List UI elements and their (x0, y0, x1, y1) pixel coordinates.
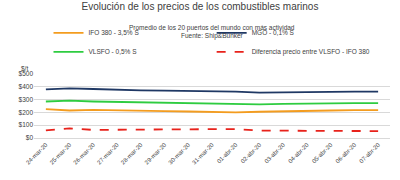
svg-text:$400: $400 (19, 83, 34, 90)
svg-text:VLSFO - 0,5% S: VLSFO - 0,5% S (89, 48, 138, 55)
svg-text:MGO - 0,1% S: MGO - 0,1% S (252, 29, 295, 36)
svg-text:Diferencia precio entre VLSFO: Diferencia precio entre VLSFO - IFO 380 (252, 48, 370, 56)
svg-text:31-mar-20: 31-mar-20 (191, 141, 215, 165)
svg-text:28-mar-20: 28-mar-20 (120, 141, 144, 165)
svg-text:05-abr-20: 05-abr-20 (311, 141, 334, 164)
svg-text:07-abr-20: 07-abr-20 (358, 141, 381, 164)
svg-text:30-mar-20: 30-mar-20 (167, 141, 191, 165)
svg-text:$200: $200 (19, 109, 34, 116)
svg-text:04-abr-20: 04-abr-20 (287, 141, 310, 164)
svg-text:06-abr-20: 06-abr-20 (335, 141, 358, 164)
svg-text:$/t: $/t (21, 65, 28, 72)
svg-text:29-mar-20: 29-mar-20 (144, 141, 168, 165)
svg-text:$100: $100 (19, 121, 34, 128)
svg-text:Evolución de los precios de lo: Evolución de los precios de los combusti… (82, 1, 319, 12)
svg-text:25-mar-20: 25-mar-20 (49, 141, 73, 165)
svg-text:$0: $0 (26, 134, 34, 141)
svg-text:01-abr-20: 01-abr-20 (216, 141, 239, 164)
svg-text:24-mar-20: 24-mar-20 (25, 141, 49, 165)
svg-text:27-mar-20: 27-mar-20 (96, 141, 120, 165)
svg-text:26-mar-20: 26-mar-20 (72, 141, 96, 165)
svg-text:$500: $500 (19, 70, 34, 77)
svg-text:$300: $300 (19, 96, 34, 103)
svg-text:Fuente: Ship&Bunker: Fuente: Ship&Bunker (181, 32, 244, 40)
svg-text:02-abr-20: 02-abr-20 (240, 141, 263, 164)
svg-text:Promedio de los 20 puertos del: Promedio de los 20 puertos del mundo con… (129, 24, 295, 32)
svg-text:03-abr-20: 03-abr-20 (263, 141, 286, 164)
svg-text:IFO 380 - 3,5% S: IFO 380 - 3,5% S (89, 29, 140, 36)
